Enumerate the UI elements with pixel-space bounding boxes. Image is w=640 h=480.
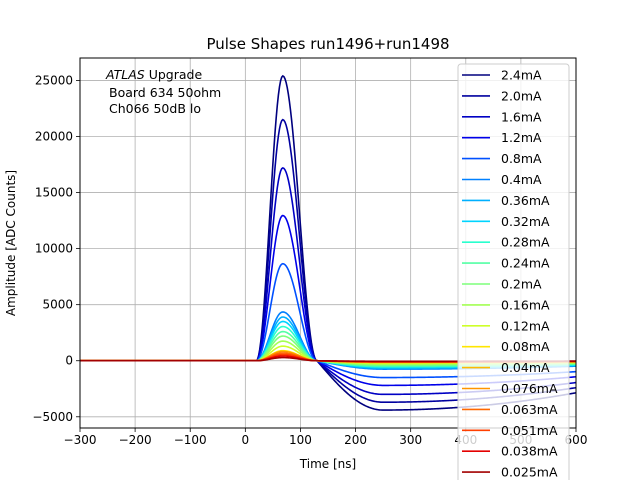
y-tick-label: 10000 xyxy=(35,242,73,256)
x-axis-label: Time [ns] xyxy=(299,457,356,471)
legend-box xyxy=(457,63,570,480)
x-tick-label: −200 xyxy=(119,433,152,447)
x-tick-label: −300 xyxy=(64,433,97,447)
legend-label: 1.6mA xyxy=(501,109,542,124)
y-tick-label: 25000 xyxy=(35,73,73,87)
x-tick-label: 100 xyxy=(289,433,312,447)
y-tick-label: 5000 xyxy=(42,298,73,312)
legend-label: 0.28mA xyxy=(501,235,550,250)
x-tick-label: 600 xyxy=(565,433,588,447)
legend-label: 0.36mA xyxy=(501,193,550,208)
legend-label: 1.2mA xyxy=(501,130,542,145)
legend-label: 2.0mA xyxy=(501,88,542,103)
legend-label: 0.24mA xyxy=(501,256,550,271)
legend-label: 0.32mA xyxy=(501,214,550,229)
legend-label: 0.025mA xyxy=(501,465,558,480)
annotation-line-3: Ch066 50dB lo xyxy=(109,101,201,116)
legend-label: 0.4mA xyxy=(501,172,542,187)
legend-label: 0.04mA xyxy=(501,360,550,375)
legend-label: 0.8mA xyxy=(501,151,542,166)
y-tick-label: 0 xyxy=(65,354,73,368)
annotation-atlas: ATLAS xyxy=(105,67,145,82)
legend-label: 0.08mA xyxy=(501,339,550,354)
x-tick-label: 200 xyxy=(344,433,367,447)
y-tick-label: 20000 xyxy=(35,129,73,143)
legend-label: 0.12mA xyxy=(501,318,550,333)
x-tick-label: 0 xyxy=(242,433,250,447)
legend-label: 0.2mA xyxy=(501,277,542,292)
legend: 2.4mA 2.0mA 1.6mA 1.2mA 0.8mA 0.4mA 0.36mA 0.32… xyxy=(457,63,570,480)
plot-frame xyxy=(79,57,577,429)
legend-label: 0.16mA xyxy=(501,297,550,312)
annotation-line-1: ATLAS Upgrade xyxy=(105,67,202,82)
chart-title: Pulse Shapes run1496+run1498 xyxy=(206,35,449,53)
y-tick-label: 15000 xyxy=(35,186,73,200)
annotation-upgrade: Upgrade xyxy=(145,67,203,82)
atlas-annotation: ATLAS Upgrade Board 634 50ohm Ch066 50dB… xyxy=(105,67,221,116)
annotation-line-2: Board 634 50ohm xyxy=(109,85,221,100)
y-tick-label: −5000 xyxy=(32,410,73,424)
x-tick-label: 300 xyxy=(399,433,422,447)
y-axis-label: Amplitude [ADC Counts] xyxy=(4,170,18,316)
legend-label: 0.076mA xyxy=(501,381,558,396)
legend-label: 0.051mA xyxy=(501,423,558,438)
legend-label: 0.038mA xyxy=(501,444,558,459)
legend-label: 0.063mA xyxy=(501,402,558,417)
legend-label: 2.4mA xyxy=(501,68,542,83)
x-tick-label: −100 xyxy=(174,433,207,447)
